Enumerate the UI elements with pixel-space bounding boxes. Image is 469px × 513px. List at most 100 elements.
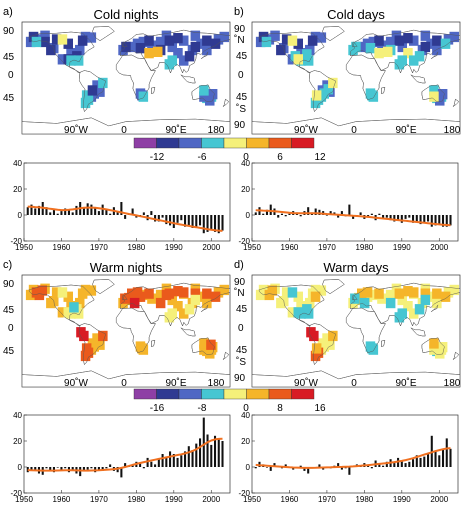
bar-1959 bbox=[284, 215, 287, 217]
bar-1965 bbox=[307, 207, 310, 215]
x-tick-label: 2000 bbox=[430, 495, 448, 504]
bar-1990 bbox=[172, 215, 175, 228]
coastline-an bbox=[22, 370, 230, 387]
lat-tick-mid-south: ˚S bbox=[236, 103, 246, 115]
x-tick-label: 1960 bbox=[53, 495, 71, 504]
bar-1951 bbox=[254, 467, 257, 469]
y-tick-label: 20 bbox=[13, 185, 22, 194]
lat-tick-mid-0: 0 bbox=[238, 70, 244, 81]
bar-1992 bbox=[180, 455, 183, 467]
y-tick-label: 40 bbox=[241, 159, 250, 168]
bar-1966 bbox=[82, 467, 85, 471]
bar-1984 bbox=[150, 211, 153, 215]
lon-tick-d-180: 180 bbox=[444, 378, 461, 389]
grid-cell bbox=[164, 288, 175, 299]
grid-cell bbox=[429, 91, 439, 102]
lon-tick-b-0: 0 bbox=[351, 125, 357, 136]
grid-cell bbox=[368, 91, 379, 102]
grid-cell bbox=[420, 294, 431, 306]
map-warm-days bbox=[252, 279, 460, 387]
bar-1999 bbox=[206, 215, 209, 232]
bar-1957 bbox=[277, 215, 280, 218]
grid-cell bbox=[258, 284, 269, 296]
coastline-id bbox=[410, 74, 426, 84]
lat-tick-mid-45s-d: 45 bbox=[236, 345, 248, 356]
grid-cell bbox=[293, 307, 303, 318]
trend-line bbox=[27, 437, 223, 472]
x-tick-label: 1980 bbox=[127, 495, 145, 504]
bar-1964 bbox=[75, 205, 78, 215]
coastline-na bbox=[258, 31, 325, 74]
coastline-nz bbox=[452, 98, 460, 107]
bar-1992 bbox=[408, 461, 411, 467]
bar-1981 bbox=[139, 463, 142, 467]
bar-1982 bbox=[370, 213, 373, 215]
lat-tick-mid-south-d: ˚S bbox=[236, 356, 246, 368]
map-cold-days bbox=[252, 26, 460, 134]
bar-1964 bbox=[303, 467, 306, 471]
lon-tick-c-90e: 90˚E bbox=[165, 377, 186, 389]
bar-1995 bbox=[419, 457, 422, 467]
grid-cell bbox=[359, 297, 370, 309]
bar-1993 bbox=[412, 215, 415, 223]
map-axis-labels-top: 90 45 0 45 90 ˚N 45 0 45 ˚S 90 90˚W 0 90… bbox=[3, 24, 461, 136]
coastline-gl bbox=[322, 26, 345, 41]
bar-1959 bbox=[284, 464, 287, 467]
grid-cell bbox=[293, 38, 303, 49]
grid-cell bbox=[98, 330, 108, 342]
coastline-af bbox=[115, 54, 156, 101]
lat-tick-mid-90s: 90 bbox=[234, 120, 246, 131]
lat-tick-mid-45s: 45 bbox=[236, 92, 248, 103]
lon-tick-b-90e: 90˚E bbox=[395, 124, 416, 136]
bar-1987 bbox=[161, 215, 164, 218]
panel-letter-c: c) bbox=[3, 259, 12, 271]
bar-2002 bbox=[217, 438, 220, 467]
map-axis-labels-bottom: 90 45 0 45 90 ˚N 45 0 45 ˚S 90 90˚W 0 90… bbox=[3, 277, 461, 389]
lon-tick-b-90w: 90˚W bbox=[294, 124, 318, 136]
grid-cell bbox=[385, 297, 396, 309]
colorbar-warm-labels: -16 -8 0 8 16 bbox=[150, 403, 326, 414]
grid-cell bbox=[31, 287, 42, 298]
grid-cell bbox=[210, 38, 221, 49]
lon-tick-b-180: 180 bbox=[444, 125, 461, 136]
colorbar-cold-label-m12: -12 bbox=[150, 152, 165, 163]
grid-cell bbox=[46, 44, 56, 56]
bar-2002 bbox=[217, 215, 220, 234]
coastline-af bbox=[345, 307, 386, 354]
grid-cell bbox=[202, 35, 212, 46]
grid-cell bbox=[328, 77, 338, 89]
grid-cell bbox=[63, 38, 73, 49]
bar-1988 bbox=[393, 463, 396, 467]
coastline-ma bbox=[151, 340, 156, 347]
grid-cell bbox=[385, 289, 396, 301]
bar-1973 bbox=[337, 215, 340, 218]
grid-cell bbox=[409, 308, 419, 319]
bar-1996 bbox=[423, 215, 426, 223]
bar-1997 bbox=[199, 438, 202, 467]
grid-cell bbox=[287, 35, 298, 46]
lon-tick-c-90w: 90˚W bbox=[64, 377, 88, 389]
x-tick-label: 1970 bbox=[318, 243, 336, 252]
bar-1988 bbox=[165, 456, 168, 467]
grid-cell bbox=[164, 35, 175, 46]
x-tick-label: 1970 bbox=[90, 243, 108, 252]
coastline-ma bbox=[381, 340, 386, 347]
grid-cell bbox=[196, 38, 206, 49]
colorbar-cold-label-0: 0 bbox=[243, 152, 249, 163]
grid-cell bbox=[184, 51, 195, 62]
panel-title-d: Warm days bbox=[323, 260, 389, 275]
coastline-uk bbox=[352, 294, 358, 301]
grid-cell bbox=[69, 302, 79, 313]
coastline-au bbox=[191, 337, 215, 355]
grid-cell bbox=[368, 289, 379, 301]
grid-cell bbox=[205, 348, 215, 359]
coastline-sa bbox=[308, 323, 337, 366]
grid-cell bbox=[449, 284, 459, 296]
bar-1992 bbox=[408, 215, 411, 218]
lon-tick-d-0: 0 bbox=[351, 378, 357, 389]
grid-cell bbox=[202, 44, 212, 56]
grid-cell bbox=[293, 54, 303, 65]
grid-cell bbox=[127, 288, 137, 299]
